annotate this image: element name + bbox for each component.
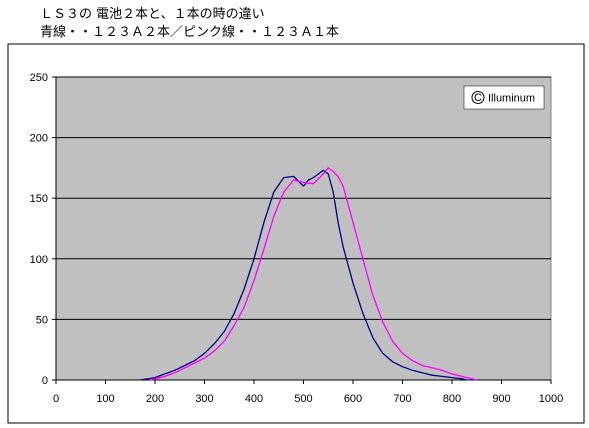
copyright-icon — [471, 91, 485, 104]
x-tick-label-4: 400 — [245, 393, 263, 405]
series-line-1 — [140, 169, 467, 381]
x-tick-label-2: 200 — [146, 393, 164, 405]
y-tick-label-4: 200 — [30, 133, 48, 145]
series-lines — [140, 167, 477, 381]
y-tick-label-0: 0 — [42, 375, 48, 387]
watermark-box — [463, 85, 545, 110]
plot-area — [55, 76, 552, 381]
y-tick-label-5: 250 — [30, 72, 48, 84]
copyright-symbol: C — [474, 92, 482, 104]
x-tick-label-8: 800 — [443, 393, 461, 405]
chart-title-line1: ＬＳ３の 電池２本と、１本の時の違い — [40, 7, 265, 22]
chart-title-line2: 青線・・１２３Ａ２本／ピンク線・・１２３Ａ１本 — [40, 25, 340, 40]
gridlines — [56, 76, 551, 320]
x-tick-label-5: 500 — [294, 393, 312, 405]
watermark-badge: C Illuminum — [463, 85, 545, 110]
x-tick-label-6: 600 — [344, 393, 362, 405]
y-tick-label-1: 50 — [36, 314, 48, 326]
x-tick-label-3: 300 — [195, 393, 213, 405]
y-tick-label-3: 150 — [30, 193, 48, 205]
watermark-text: Illuminum — [488, 93, 535, 105]
y-axis-ticks: 0 50 100 150 200 250 — [30, 72, 56, 387]
x-tick-label-1: 100 — [96, 393, 114, 405]
x-tick-label-10: 1000 — [539, 393, 563, 405]
x-tick-label-7: 700 — [393, 393, 411, 405]
series-line-2 — [149, 167, 477, 381]
x-tick-label-9: 900 — [492, 393, 510, 405]
x-axis-ticks: 0 100 200 300 400 500 600 700 800 900 1000 — [53, 380, 563, 405]
y-tick-label-2: 100 — [30, 254, 48, 266]
x-tick-label-0: 0 — [53, 393, 59, 405]
